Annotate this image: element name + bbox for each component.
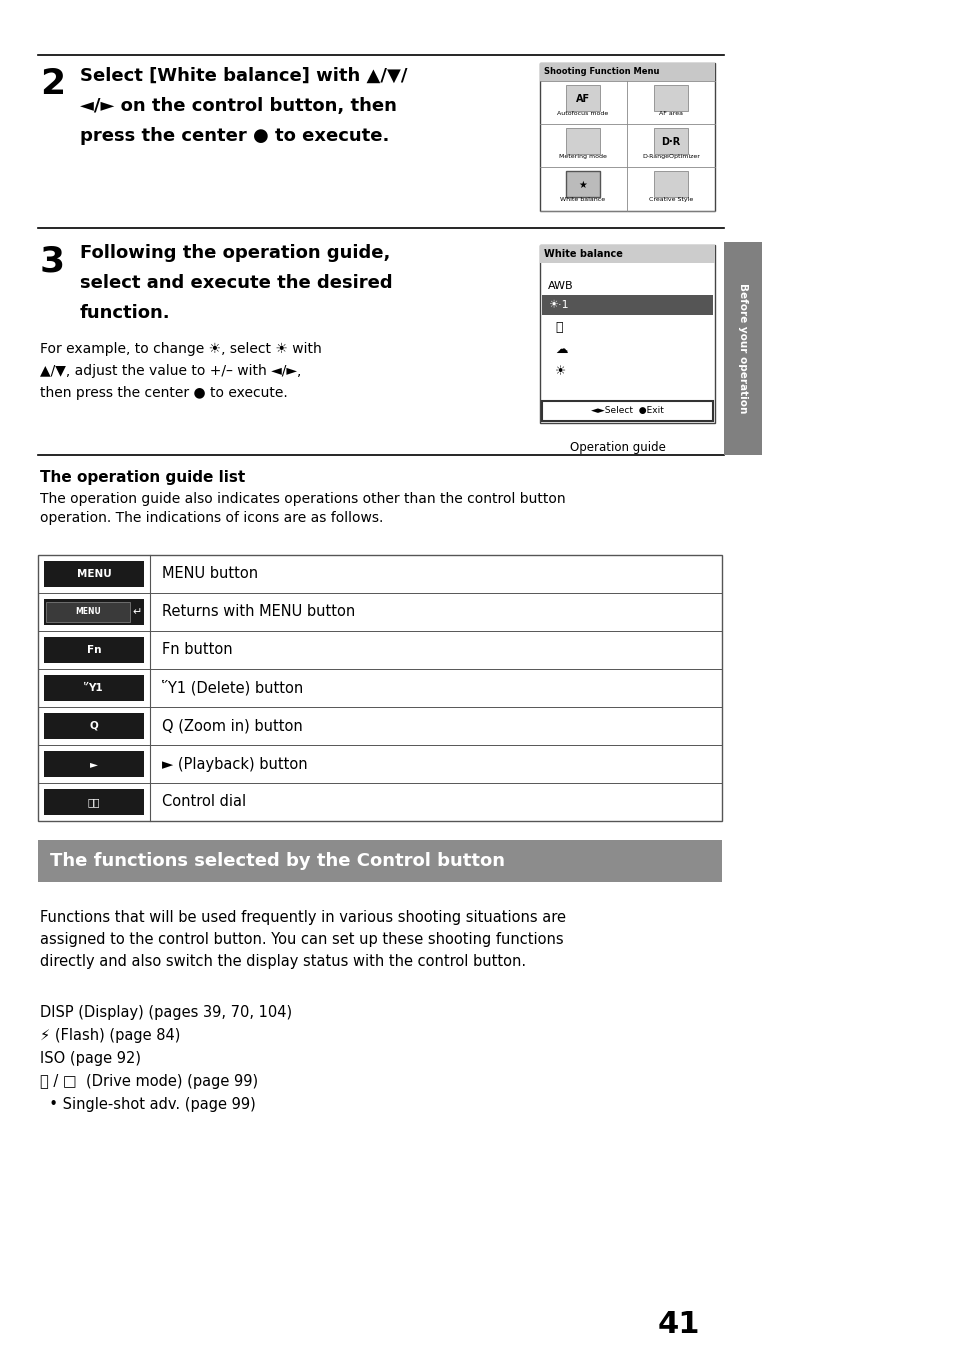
Text: Creative Style: Creative Style <box>648 196 693 202</box>
Bar <box>539 245 714 422</box>
Text: 2: 2 <box>40 67 65 101</box>
Text: Operation guide: Operation guide <box>569 441 665 455</box>
Text: select and execute the desired: select and execute the desired <box>80 274 393 292</box>
Bar <box>38 841 721 882</box>
Text: ⚡ (Flash) (page 84): ⚡ (Flash) (page 84) <box>40 1028 180 1042</box>
Text: • Single-shot adv. (page 99): • Single-shot adv. (page 99) <box>40 1098 255 1112</box>
Text: ▲/▼, adjust the value to +/– with ◄/►,: ▲/▼, adjust the value to +/– with ◄/►, <box>40 364 301 378</box>
Text: Returns with MENU button: Returns with MENU button <box>162 604 355 620</box>
Text: Ὕ1: Ὕ1 <box>84 683 104 693</box>
Text: ↵: ↵ <box>132 607 142 617</box>
Text: Shooting Function Menu: Shooting Function Menu <box>543 67 659 77</box>
Text: Before your operation: Before your operation <box>738 284 747 414</box>
Text: The functions selected by the Control button: The functions selected by the Control bu… <box>50 851 504 870</box>
Text: MENU: MENU <box>75 608 101 616</box>
Bar <box>38 555 721 820</box>
Bar <box>44 675 144 701</box>
Text: White balance: White balance <box>543 249 622 260</box>
Text: AF area: AF area <box>659 112 682 116</box>
Text: press the center ● to execute.: press the center ● to execute. <box>80 126 389 145</box>
Text: White balance: White balance <box>559 196 605 202</box>
Bar <box>539 63 714 211</box>
Text: MENU button: MENU button <box>162 566 258 581</box>
Text: ☁: ☁ <box>555 343 567 356</box>
Text: then press the center ● to execute.: then press the center ● to execute. <box>40 386 288 399</box>
Text: ⛆⛆: ⛆⛆ <box>88 798 100 807</box>
Bar <box>44 751 144 777</box>
Bar <box>44 561 144 586</box>
Bar <box>565 128 599 153</box>
Bar <box>654 85 687 112</box>
Text: Fn button: Fn button <box>162 643 233 658</box>
Text: Control dial: Control dial <box>162 795 246 810</box>
Text: Q: Q <box>90 721 98 730</box>
Text: Metering mode: Metering mode <box>558 153 606 159</box>
Bar <box>44 638 144 663</box>
Text: ► (Playback) button: ► (Playback) button <box>162 756 307 772</box>
Text: D-RangeOptimizer: D-RangeOptimizer <box>641 153 700 159</box>
Text: The operation guide also indicates operations other than the control button: The operation guide also indicates opera… <box>40 492 565 506</box>
Text: directly and also switch the display status with the control button.: directly and also switch the display sta… <box>40 954 525 968</box>
Text: operation. The indications of icons are as follows.: operation. The indications of icons are … <box>40 511 383 525</box>
Text: ☀·1: ☀·1 <box>547 300 568 309</box>
Text: ★: ★ <box>578 180 587 190</box>
Text: Functions that will be used frequently in various shooting situations are: Functions that will be used frequently i… <box>40 911 565 925</box>
Text: ISO (page 92): ISO (page 92) <box>40 1050 141 1067</box>
Bar <box>539 245 714 264</box>
Text: Q (Zoom in) button: Q (Zoom in) button <box>162 718 302 733</box>
Bar <box>541 401 712 421</box>
Text: DISP (Display) (pages 39, 70, 104): DISP (Display) (pages 39, 70, 104) <box>40 1005 292 1020</box>
Text: assigned to the control button. You can set up these shooting functions: assigned to the control button. You can … <box>40 932 563 947</box>
Bar <box>654 171 687 196</box>
Text: Autofocus mode: Autofocus mode <box>557 112 608 116</box>
Text: ◄►Select  ●Exit: ◄►Select ●Exit <box>591 406 663 416</box>
Bar <box>541 295 712 315</box>
Bar <box>44 599 144 625</box>
Text: function.: function. <box>80 304 171 321</box>
Bar <box>46 603 130 621</box>
Text: ☀: ☀ <box>555 364 566 378</box>
Bar <box>44 790 144 815</box>
Text: AF: AF <box>576 94 590 104</box>
Text: ⛲: ⛲ <box>555 321 562 334</box>
Bar <box>565 85 599 112</box>
Text: ►: ► <box>90 759 98 769</box>
Text: Fn: Fn <box>87 646 101 655</box>
Text: 41: 41 <box>657 1310 700 1340</box>
Bar <box>44 713 144 738</box>
Text: MENU: MENU <box>76 569 112 578</box>
Text: Ὕ1 (Delete) button: Ὕ1 (Delete) button <box>162 681 303 695</box>
Text: ⌛ / □  (Drive mode) (page 99): ⌛ / □ (Drive mode) (page 99) <box>40 1075 258 1089</box>
Bar <box>723 242 761 455</box>
Text: The operation guide list: The operation guide list <box>40 469 245 486</box>
Text: AWB: AWB <box>547 281 573 291</box>
Text: 3: 3 <box>40 243 65 278</box>
Text: Select [White balance] with ▲/▼/: Select [White balance] with ▲/▼/ <box>80 67 407 85</box>
Text: Following the operation guide,: Following the operation guide, <box>80 243 390 262</box>
Text: D·R: D·R <box>660 137 679 147</box>
Bar <box>654 128 687 153</box>
Text: For example, to change ☀, select ☀ with: For example, to change ☀, select ☀ with <box>40 342 321 356</box>
Bar <box>539 63 714 81</box>
Text: ◄/► on the control button, then: ◄/► on the control button, then <box>80 97 396 116</box>
Bar <box>565 171 599 196</box>
Bar <box>565 171 599 196</box>
